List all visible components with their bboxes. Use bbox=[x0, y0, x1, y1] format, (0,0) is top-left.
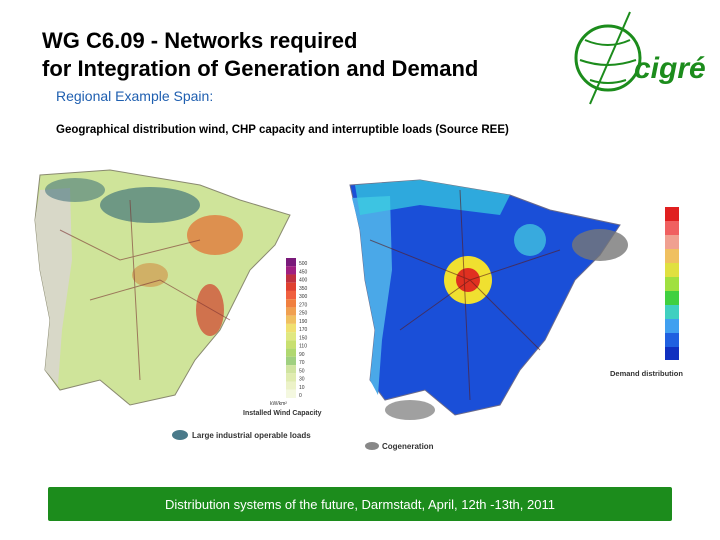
legend-swatch bbox=[286, 299, 296, 308]
legend-swatch bbox=[286, 290, 296, 300]
legend-label: 270 bbox=[299, 302, 308, 308]
logo: cigré bbox=[574, 11, 706, 105]
legend-swatch bbox=[286, 258, 296, 267]
cogeneration-label: Cogeneration bbox=[382, 442, 434, 451]
legend-swatch bbox=[286, 381, 296, 390]
legend-swatch bbox=[286, 373, 296, 382]
legend-title: Installed Wind Capacity bbox=[243, 410, 322, 417]
title: for Integration of Generation and Demand bbox=[42, 56, 479, 81]
demand-label: Demand distribution bbox=[610, 369, 683, 378]
legend-label: 400 bbox=[299, 278, 308, 284]
description: Geographical distribution wind, CHP capa… bbox=[56, 124, 509, 136]
legend-label: 450 bbox=[299, 269, 308, 275]
legend-label: 190 bbox=[299, 319, 308, 325]
legend-swatch bbox=[286, 307, 296, 316]
legend-label: 50 bbox=[299, 368, 305, 374]
legend-swatch bbox=[286, 365, 296, 374]
legend-swatch bbox=[286, 348, 296, 357]
wind-map: 5004504003503002702501901701501109070503… bbox=[34, 169, 322, 440]
legend-label: 90 bbox=[299, 352, 305, 358]
legend-unit: kW/km² bbox=[270, 401, 287, 407]
legend-label: 250 bbox=[299, 311, 308, 317]
legend-swatch bbox=[286, 340, 296, 349]
legend-label: 500 bbox=[299, 261, 308, 267]
legend-swatch bbox=[286, 315, 296, 324]
maps: cigré 5004504003503002702501901701501109… bbox=[34, 11, 706, 451]
legend-swatch bbox=[286, 274, 296, 283]
legend-label: 350 bbox=[299, 286, 308, 292]
legend-swatch bbox=[286, 389, 296, 398]
logo-text: cigré bbox=[634, 52, 706, 85]
legend-label: 170 bbox=[299, 327, 308, 333]
legend-label: 300 bbox=[299, 294, 308, 300]
legend-swatch bbox=[286, 356, 296, 366]
legend-swatch bbox=[286, 332, 296, 341]
legend-swatch bbox=[286, 266, 296, 275]
footer-text: Distribution systems of the future, Darm… bbox=[165, 496, 555, 512]
legend-label: 150 bbox=[299, 335, 308, 341]
title: WG C6.09 - Networks required bbox=[42, 28, 358, 53]
legend-swatch bbox=[286, 323, 296, 333]
loads-label: Large industrial operable loads bbox=[192, 431, 311, 440]
legend-label: 10 bbox=[299, 385, 305, 391]
legend-label: 0 bbox=[299, 393, 302, 399]
legend-swatch bbox=[286, 282, 296, 291]
legend-label: 30 bbox=[299, 377, 305, 383]
legend-label: 70 bbox=[299, 360, 305, 366]
footer: Distribution systems of the future, Darm… bbox=[48, 487, 672, 521]
demand-map: Cogeneration Demand distribution bbox=[349, 179, 683, 451]
demand-legend bbox=[665, 207, 679, 360]
legend-label: 110 bbox=[299, 344, 307, 350]
section-heading: Regional Example Spain: bbox=[56, 88, 214, 104]
